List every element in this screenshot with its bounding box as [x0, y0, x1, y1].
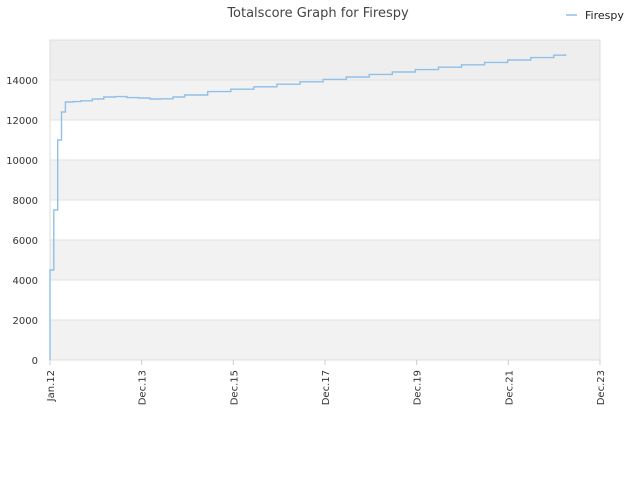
legend: Firespy: [566, 9, 624, 22]
x-tick-label: Jan.12: [46, 370, 57, 402]
x-axis: Jan.12 Dec.13 Dec.15 Dec.17 Dec.19 Dec.21 Dec.…: [46, 360, 607, 405]
y-tick-label: 10000: [6, 156, 38, 167]
plot-band: [50, 120, 600, 160]
x-tick-label: Dec.23: [596, 370, 607, 405]
chart-title: Totalscore Graph for Firespy: [226, 6, 409, 21]
legend-label: Firespy: [585, 9, 624, 22]
series-line-firespy: [49, 54, 567, 360]
series-layer: [49, 54, 567, 360]
y-tick-label: 6000: [13, 236, 38, 247]
x-tick-label: Dec.13: [138, 370, 149, 405]
y-tick-label: 12000: [6, 116, 38, 127]
plot-band: [50, 320, 600, 360]
x-tick-label: Dec.19: [413, 370, 424, 405]
plot-band: [50, 200, 600, 240]
x-tick-label: Dec.15: [229, 370, 240, 405]
y-tick-label: 4000: [13, 276, 38, 287]
y-tick-label: 8000: [13, 196, 38, 207]
plot-band: [50, 80, 600, 120]
y-axis: 0 2000 4000 6000 8000 10000 12000 14000: [6, 76, 38, 367]
plot-band: [50, 240, 600, 280]
y-tick-label: 2000: [13, 316, 38, 327]
x-tick-label: Dec.17: [321, 370, 332, 405]
plot-band: [50, 280, 600, 320]
x-tick-label: Dec.21: [504, 370, 515, 405]
y-tick-label: 0: [32, 356, 38, 367]
plot-band: [50, 160, 600, 200]
y-tick-label: 14000: [6, 76, 38, 87]
